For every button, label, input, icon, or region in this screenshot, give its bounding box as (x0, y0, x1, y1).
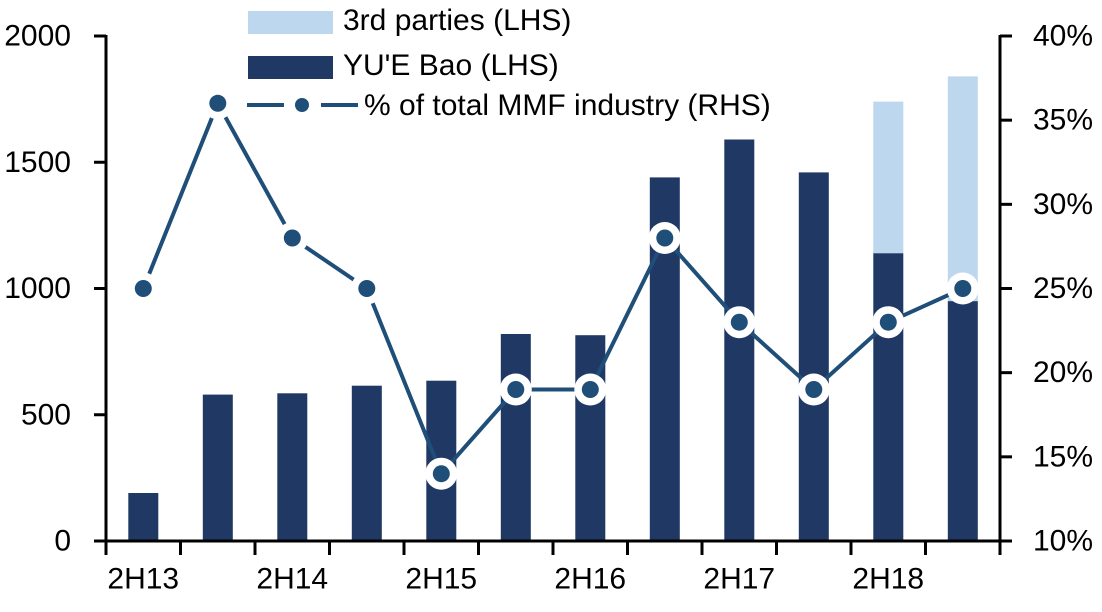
bar-segment-1H14 (202, 394, 233, 541)
line-marker (432, 465, 450, 483)
right-axis-label: 40% (1033, 20, 1093, 53)
left-axis-label: 1500 (4, 146, 71, 179)
bar-segment-2H17 (724, 139, 755, 541)
line-marker (879, 313, 897, 331)
left-axis-label: 2000 (4, 20, 71, 53)
legend-label-3rd-parties: 3rd parties (LHS) (343, 4, 572, 37)
x-axis-label: 2H14 (256, 563, 328, 596)
bar-segment-2H18 (873, 253, 904, 541)
right-axis-label: 10% (1033, 525, 1093, 558)
line-marker (656, 229, 674, 247)
legend-swatch-3rd-parties (248, 11, 333, 34)
bar-segment-2H14 (277, 393, 308, 541)
bar-segment-2H18 (873, 101, 904, 254)
left-axis-label: 0 (54, 525, 71, 558)
pct-line (141, 101, 964, 476)
bar-segment-1H18 (798, 172, 829, 541)
right-axis-label: 30% (1033, 188, 1093, 221)
x-axis-label: 2H15 (405, 563, 477, 596)
bar-segment-1H19 (947, 76, 978, 302)
bars-group (128, 76, 978, 541)
x-axis-label: 2H17 (703, 563, 775, 596)
x-axis-label: 2H18 (852, 563, 924, 596)
line-marker (209, 94, 227, 112)
legend-line-marker-sample (247, 98, 358, 112)
bar-segment-2H13 (128, 493, 159, 541)
bar-segment-1H19 (947, 301, 978, 541)
line-marker (507, 381, 525, 398)
line-marker (954, 280, 972, 297)
line-marker (805, 381, 823, 398)
legend-label-pct-mmf: % of total MMF industry (RHS) (364, 89, 771, 122)
x-axis-label: 2H16 (554, 563, 626, 596)
right-axis-label: 35% (1033, 104, 1093, 137)
x-axis-label: 2H13 (107, 563, 179, 596)
legend-label-yue-bao: YU'E Bao (LHS) (343, 49, 559, 82)
right-axis-label: 25% (1033, 272, 1093, 305)
line-marker (283, 229, 301, 247)
axes-group (94, 34, 1012, 555)
right-axis-label: 20% (1033, 356, 1093, 389)
bar-segment-1H16 (500, 334, 531, 541)
left-axis-label: 1000 (4, 272, 71, 305)
line-marker (730, 313, 748, 331)
axis-labels-group: 0 500 1000 1500 2000 10% 15% 20% 25% 30% 35% 40% 2H1… (4, 20, 1093, 596)
legend-swatch-yue-bao (248, 56, 333, 79)
bar-segment-1H15 (351, 385, 382, 541)
line-marker (358, 280, 376, 297)
right-axis-label: 15% (1033, 440, 1093, 473)
left-axis-label: 500 (21, 398, 71, 431)
line-marker (581, 381, 599, 398)
line-marker (134, 280, 152, 297)
line-series-group (127, 87, 979, 490)
